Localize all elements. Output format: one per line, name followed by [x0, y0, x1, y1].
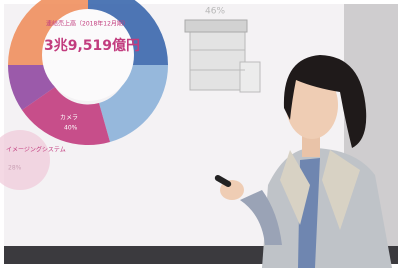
segment-label: イメージングシステム	[6, 146, 66, 154]
photo: 46% 連結売上高（2018年12月期） 3兆9,519億円 カメラ 40% イ…	[0, 0, 402, 268]
segment-percent: 28%	[8, 165, 22, 172]
slide-total: 3兆9,519億円	[44, 37, 140, 54]
segment-label: カメラ	[60, 115, 78, 122]
slide-percent: 46%	[205, 7, 225, 17]
segment-percent: 40%	[64, 125, 78, 132]
slide-heading: 連結売上高（2018年12月期）	[46, 20, 129, 28]
